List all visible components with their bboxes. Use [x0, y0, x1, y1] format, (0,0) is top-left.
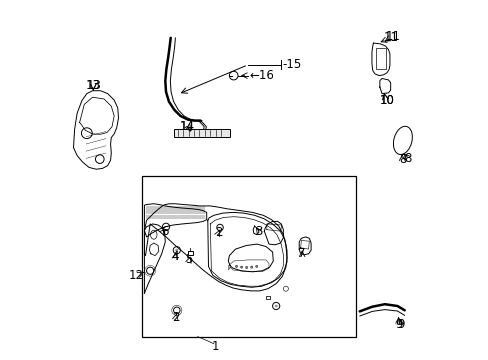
Text: 8: 8 [404, 152, 411, 165]
Circle shape [245, 266, 247, 269]
Text: 4: 4 [171, 250, 179, 263]
Circle shape [235, 265, 237, 267]
Text: 12: 12 [129, 269, 143, 282]
Bar [375, 48, 386, 69]
Text: 13: 13 [86, 79, 101, 92]
Text: 13: 13 [86, 79, 101, 92]
Text: 7: 7 [298, 247, 305, 260]
Text: 2: 2 [171, 311, 179, 324]
Bar [187, 251, 193, 255]
Text: 9: 9 [397, 318, 404, 331]
Bar [174, 129, 230, 137]
Text: 11: 11 [385, 30, 400, 43]
Text: 2: 2 [214, 226, 222, 239]
Text: 1: 1 [211, 340, 218, 353]
Text: 5: 5 [184, 253, 192, 266]
Bar [142, 176, 355, 337]
Text: -15: -15 [282, 58, 301, 71]
Circle shape [250, 266, 252, 268]
Text: 8: 8 [398, 153, 406, 166]
Text: ←16: ←16 [249, 69, 274, 82]
Text: 3: 3 [255, 225, 262, 238]
Text: 14: 14 [179, 120, 194, 132]
Text: 11: 11 [383, 31, 398, 44]
Bar [265, 296, 270, 299]
Circle shape [255, 265, 257, 267]
Text: 9: 9 [395, 318, 402, 331]
Text: 6: 6 [161, 225, 168, 238]
Text: 10: 10 [379, 94, 393, 107]
Circle shape [240, 266, 242, 268]
Text: 14: 14 [179, 120, 194, 133]
Text: 10: 10 [379, 94, 393, 107]
